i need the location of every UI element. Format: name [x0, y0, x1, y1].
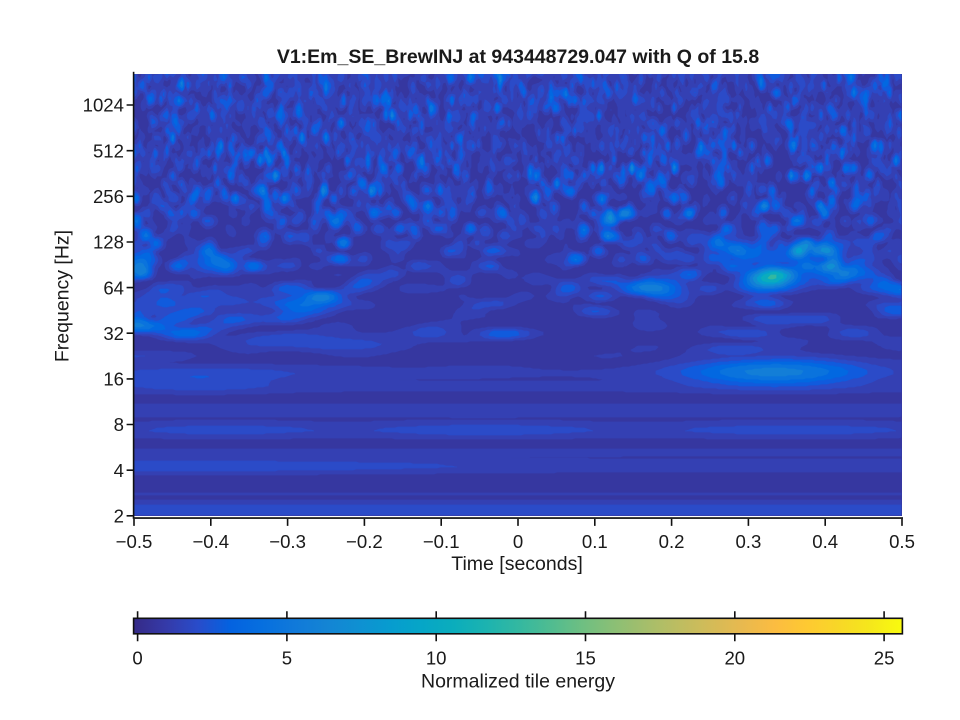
svg-text:0.4: 0.4 [812, 531, 838, 552]
svg-text:25: 25 [874, 648, 895, 669]
svg-text:128: 128 [93, 232, 124, 253]
svg-text:0.2: 0.2 [659, 531, 685, 552]
svg-text:5: 5 [282, 648, 292, 669]
svg-text:0.5: 0.5 [889, 531, 915, 552]
svg-text:Frequency [Hz]: Frequency [Hz] [51, 230, 73, 362]
svg-text:V1:Em_SE_BrewINJ at 943448729.: V1:Em_SE_BrewINJ at 943448729.047 with Q… [277, 46, 759, 68]
svg-text:−0.1: −0.1 [423, 531, 460, 552]
svg-text:−0.5: −0.5 [116, 531, 153, 552]
svg-text:16: 16 [103, 369, 124, 390]
svg-text:20: 20 [724, 648, 745, 669]
svg-text:−0.4: −0.4 [192, 531, 229, 552]
svg-text:10: 10 [426, 648, 447, 669]
svg-text:Time [seconds]: Time [seconds] [451, 553, 583, 575]
svg-text:4: 4 [114, 460, 124, 481]
svg-text:0: 0 [132, 648, 142, 669]
svg-text:Normalized tile energy: Normalized tile energy [421, 670, 615, 692]
svg-text:0.3: 0.3 [735, 531, 761, 552]
svg-text:512: 512 [93, 140, 124, 161]
svg-text:32: 32 [103, 323, 124, 344]
svg-text:−0.3: −0.3 [269, 531, 306, 552]
svg-text:1024: 1024 [83, 95, 124, 116]
svg-text:256: 256 [93, 186, 124, 207]
svg-text:0.1: 0.1 [582, 531, 608, 552]
svg-text:2: 2 [114, 506, 124, 527]
svg-text:−0.2: −0.2 [346, 531, 383, 552]
svg-text:0: 0 [513, 531, 523, 552]
svg-text:64: 64 [103, 277, 124, 298]
svg-text:15: 15 [575, 648, 596, 669]
svg-text:8: 8 [114, 414, 124, 435]
